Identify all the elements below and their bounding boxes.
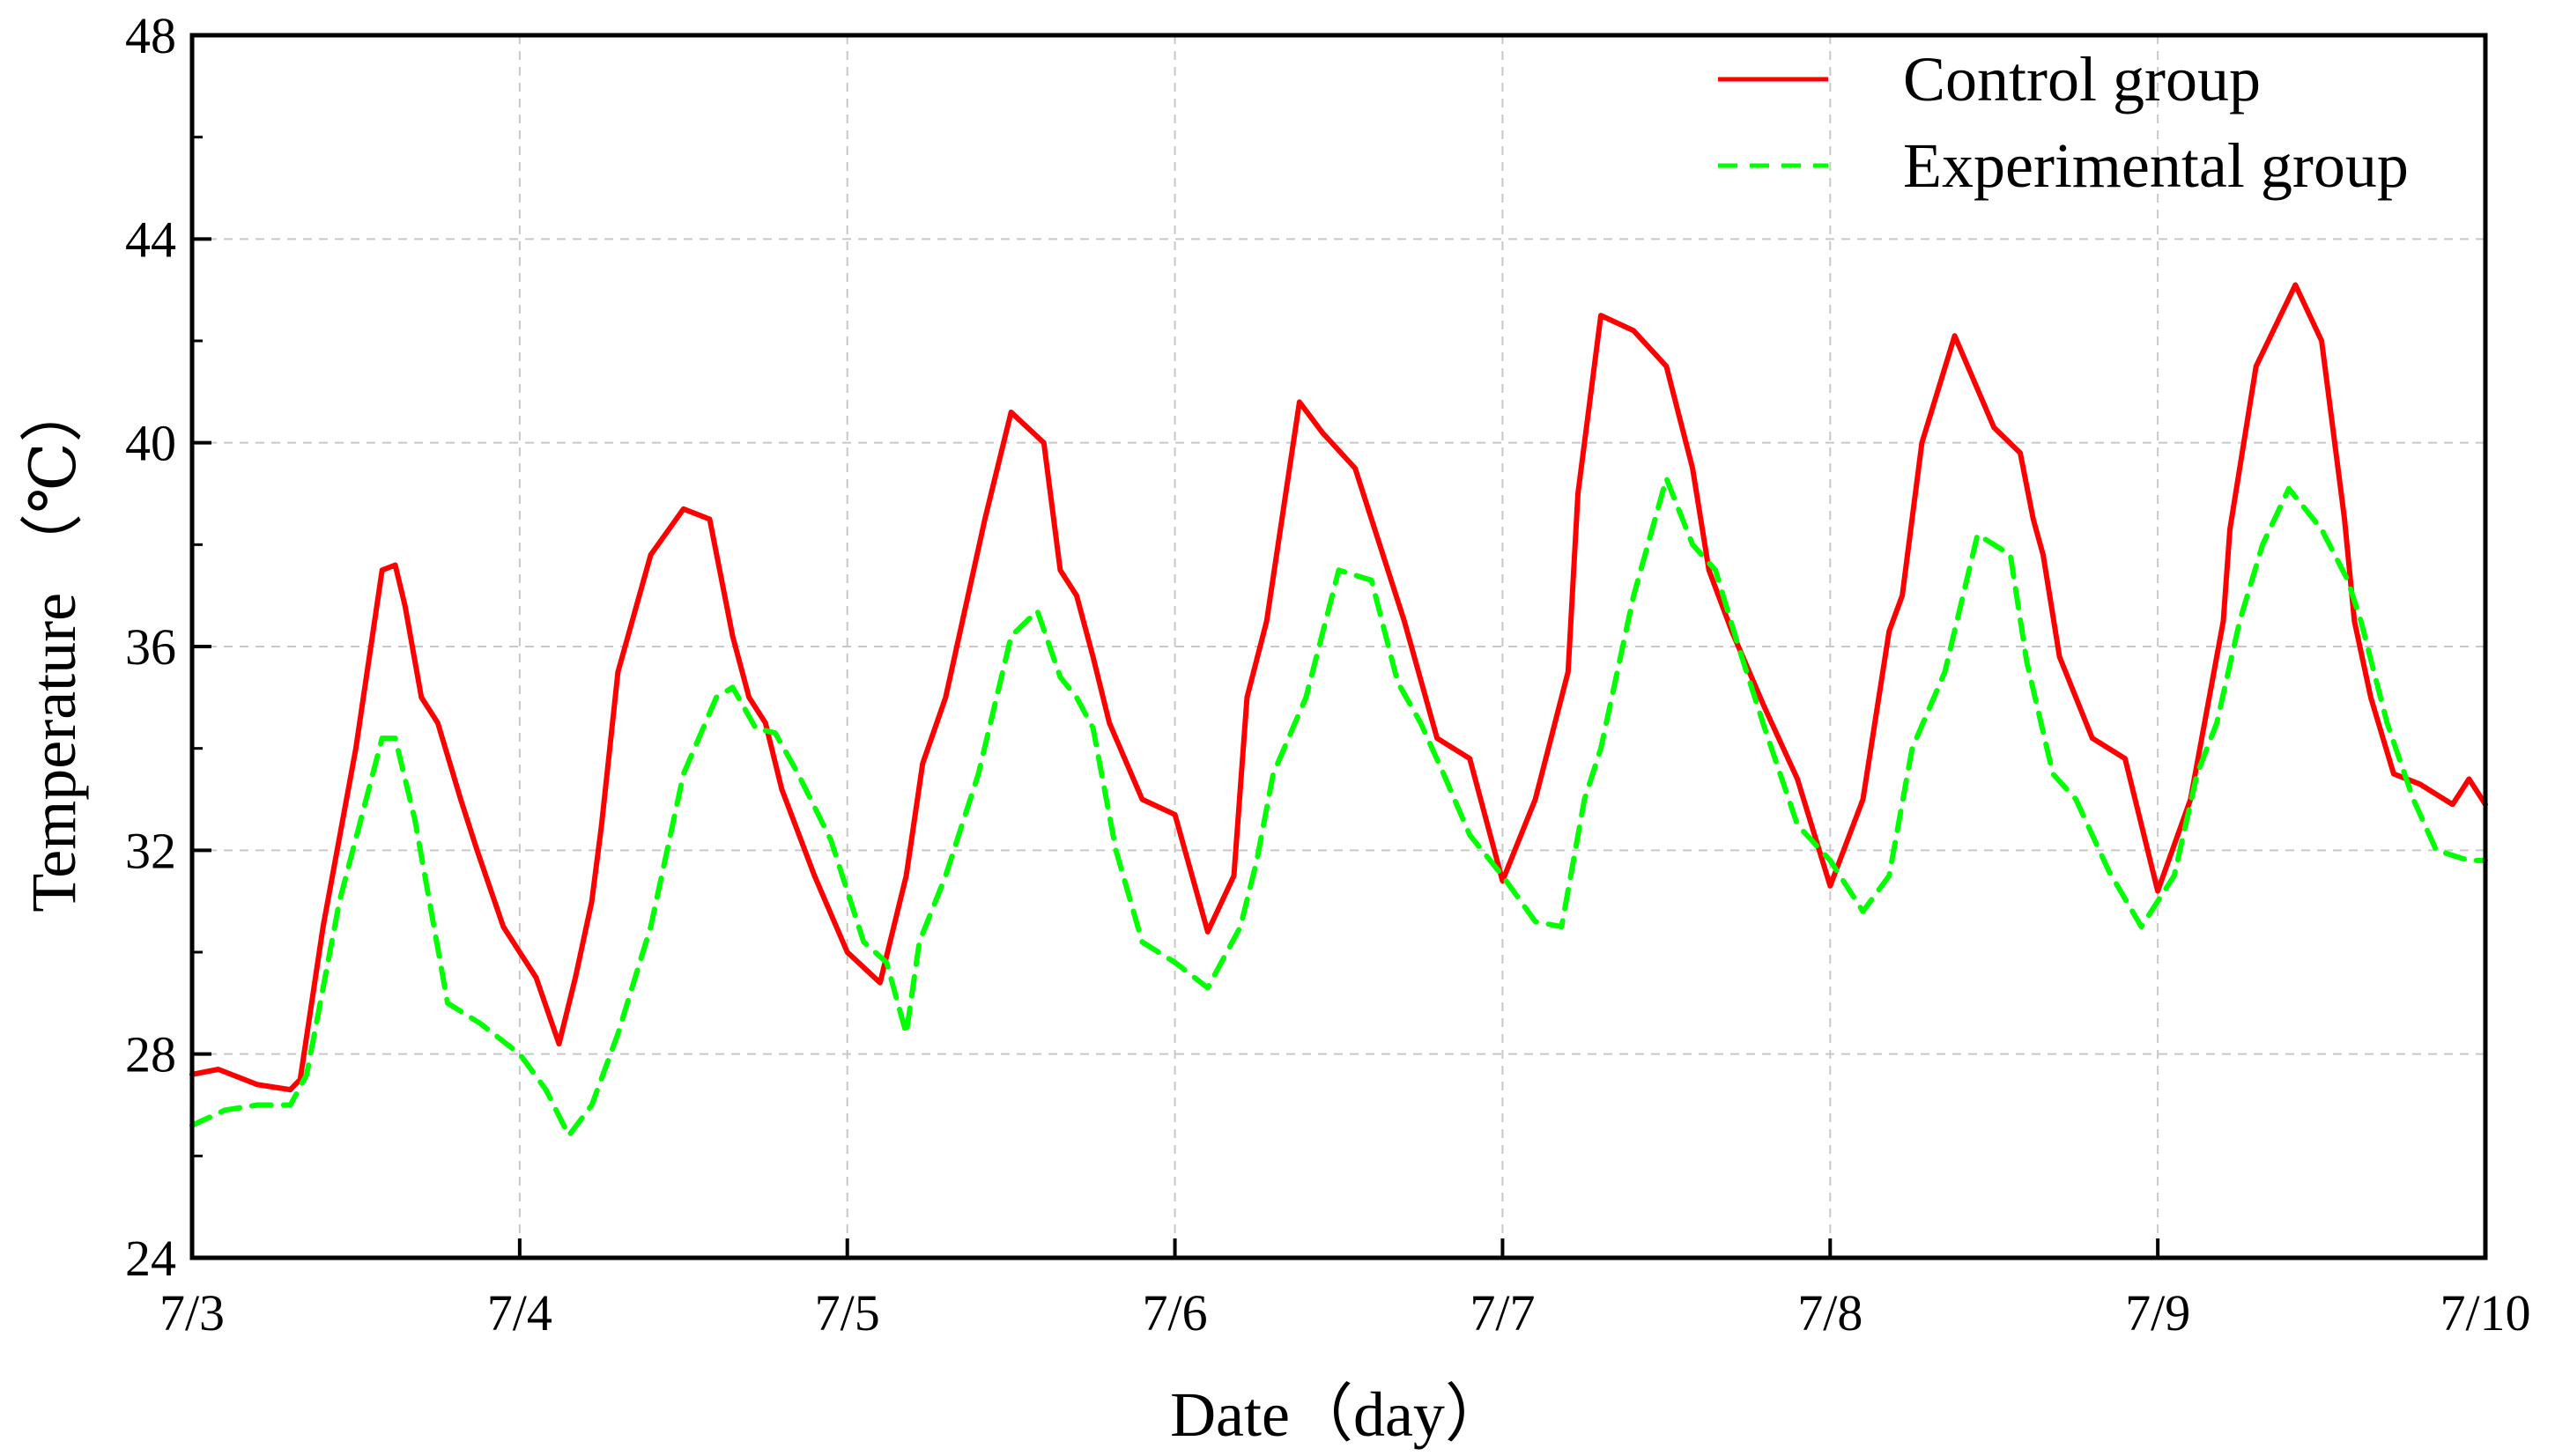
x-tick-label: 7/6 — [1143, 1284, 1208, 1341]
x-tick-label: 7/4 — [487, 1284, 552, 1341]
y-tick-label: 44 — [125, 211, 176, 268]
legend-label-experimental: Experimental group — [1903, 130, 2409, 201]
y-tick-label: 32 — [125, 822, 176, 879]
y-tick-label: 36 — [125, 618, 176, 676]
x-axis-title: Date（day） — [1170, 1379, 1508, 1450]
y-tick-label: 40 — [125, 415, 176, 472]
y-tick-label: 48 — [125, 7, 176, 64]
plot-frame — [189, 33, 2488, 1260]
legend: Control group Experimental group — [1718, 44, 2409, 201]
x-tick-label: 7/10 — [2440, 1284, 2530, 1341]
series-line-experimental — [189, 476, 2488, 1139]
legend-label-control: Control group — [1903, 44, 2261, 115]
x-tick-label: 7/5 — [815, 1284, 880, 1341]
y-axis-title: Temperature （℃） — [19, 379, 89, 912]
tick-labels: 7/3 7/4 7/5 7/6 7/7 7/8 7/9 7/10 24 28 32 36 40 44 48 — [125, 7, 2531, 1341]
y-tick-label: 28 — [125, 1026, 176, 1083]
x-tick-label: 7/3 — [159, 1284, 225, 1341]
plot-lines — [189, 282, 2488, 1139]
x-tick-label: 7/9 — [2125, 1284, 2190, 1341]
x-tick-label: 7/8 — [1797, 1284, 1863, 1341]
series-line-control — [189, 282, 2488, 1093]
y-tick-label: 24 — [125, 1230, 176, 1287]
grid-lines — [192, 35, 2485, 1258]
x-tick-label: 7/7 — [1470, 1284, 1535, 1341]
